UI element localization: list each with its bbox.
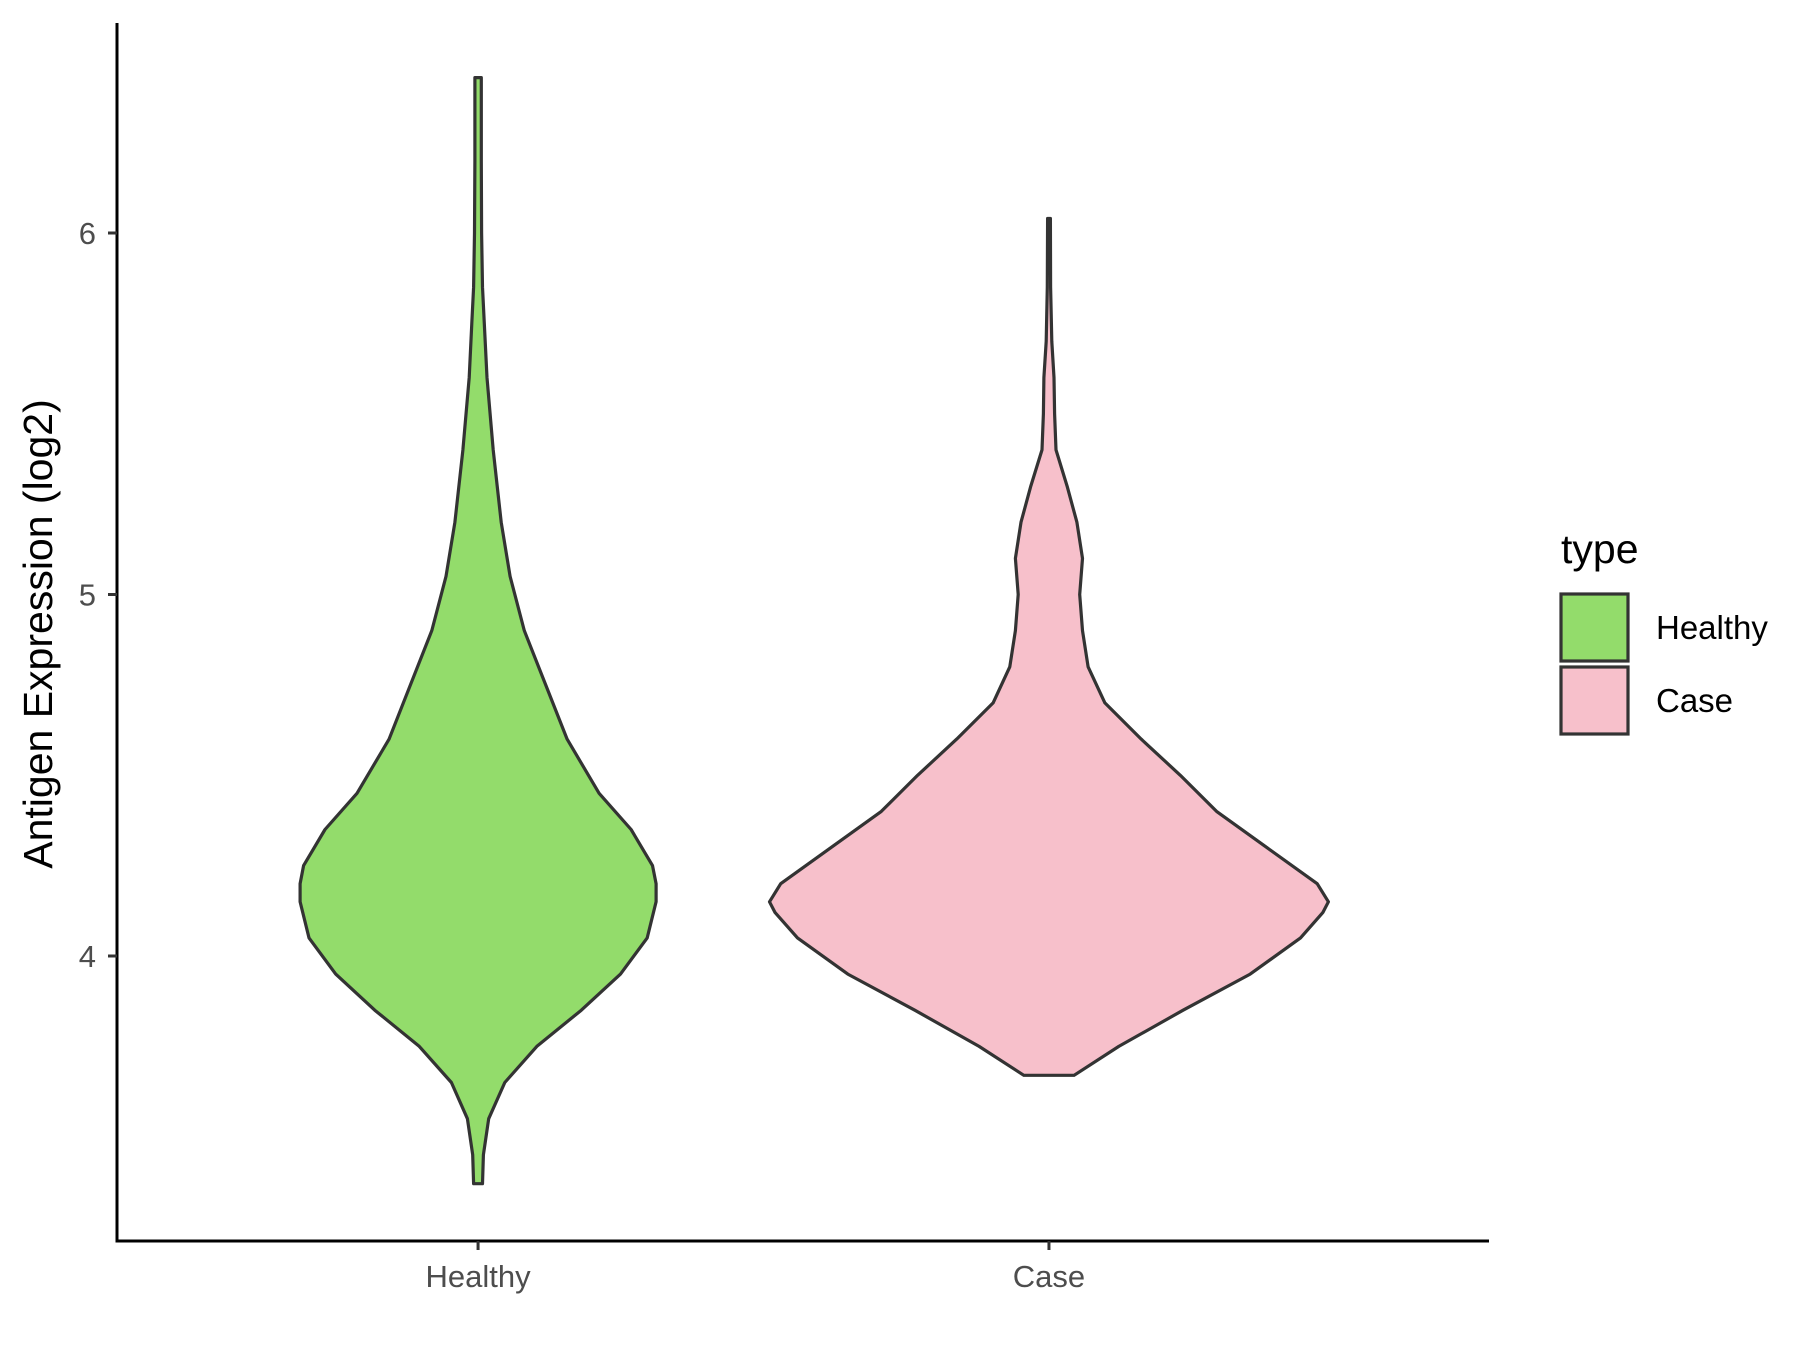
legend: type Healthy Case xyxy=(1559,526,1768,736)
legend-title: type xyxy=(1561,526,1639,572)
violin-healthy xyxy=(298,76,658,1186)
legend-label-case: Case xyxy=(1656,682,1733,719)
legend-label-healthy: Healthy xyxy=(1656,609,1768,646)
violin-case xyxy=(767,216,1330,1077)
y-tick-label: 4 xyxy=(79,939,96,974)
x-tick-label: Healthy xyxy=(426,1259,532,1294)
violins-group xyxy=(298,76,1330,1186)
x-axis-ticks: Healthy Case xyxy=(426,1241,1085,1294)
legend-key-case xyxy=(1559,665,1630,736)
y-tick-label: 6 xyxy=(79,216,96,251)
legend-key-healthy xyxy=(1559,592,1630,663)
y-axis-title: Antigen Expression (log2) xyxy=(15,399,61,868)
y-axis-ticks: 4 5 6 xyxy=(79,216,117,974)
y-tick-label: 5 xyxy=(79,578,96,613)
x-tick-label: Case xyxy=(1013,1259,1085,1294)
